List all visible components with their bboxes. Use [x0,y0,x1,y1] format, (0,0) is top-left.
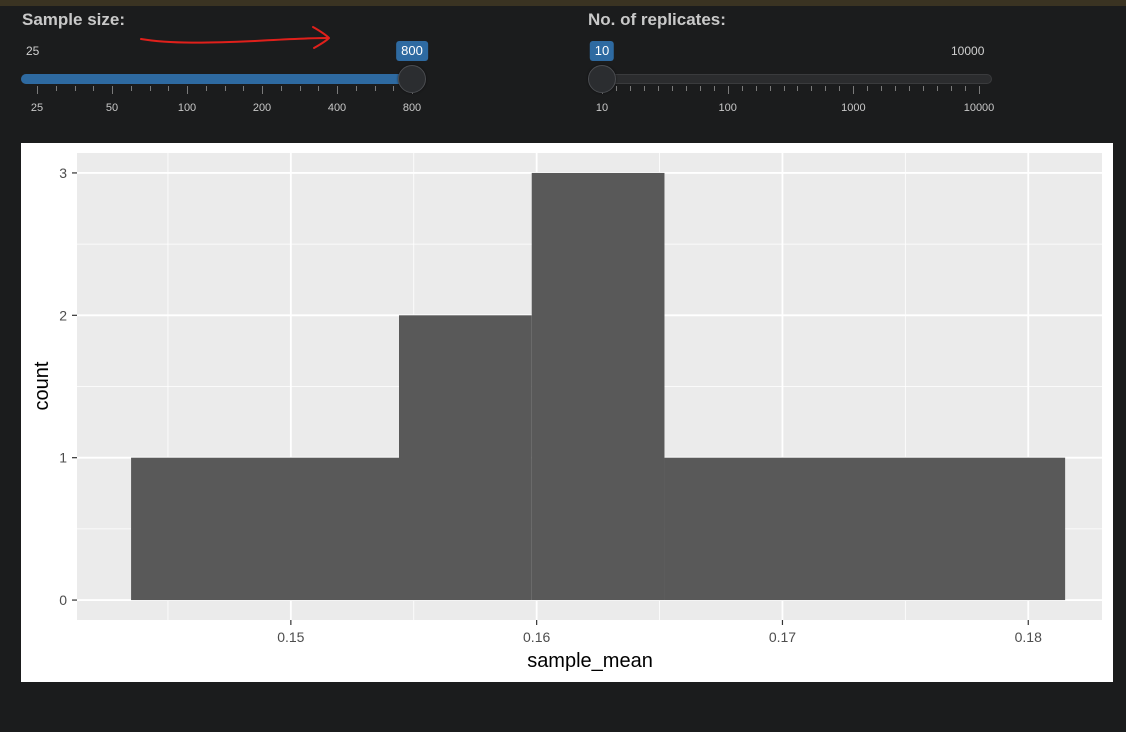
rp-minor-tick [699,86,701,91]
histogram-bar [531,172,665,601]
rp-tick-label: 100 [718,102,737,114]
rp-minor-tick [867,86,869,91]
ss-tick-label: 50 [105,102,119,114]
rp-minor-tick [741,86,743,91]
ss-minor-tick [355,86,357,91]
ss-major-tick [112,86,113,94]
ss-tick-label: 200 [252,102,272,114]
rp-minor-tick [671,86,673,91]
ss-minor-tick [55,86,57,91]
ss-minor-tick [299,86,301,91]
rp-minor-tick [657,86,659,91]
ss-minor-tick [93,86,95,91]
rp-minor-tick [783,86,785,91]
ss-minor-tick [149,86,151,91]
rp-minor-tick [965,86,967,91]
x-tick-label: 0.17 [769,629,796,645]
histogram-bars [131,172,1066,601]
replicates-slider-track[interactable] [588,74,992,84]
ss-minor-tick [130,86,132,91]
sample-size-min-label: 25 [26,44,40,58]
red-arrow-annotation [140,26,330,49]
sample-size-slider-fill [21,74,414,84]
rp-minor-tick [895,86,897,91]
ss-minor-tick [74,86,76,91]
ss-minor-tick [243,86,245,91]
arrow-head [312,26,330,49]
histogram-plot: 0.15 0.16 0.17 0.18 0 1 2 3 sample_mean count [21,143,1113,682]
ss-tick-label: 400 [327,102,347,114]
rp-minor-tick [797,86,799,91]
top-strip [0,0,1126,6]
histogram-bar [399,315,532,601]
ss-tick-label: 100 [177,102,197,114]
ss-minor-tick [374,86,376,91]
ss-minor-tick [318,86,320,91]
replicates-max-label: 10000 [951,44,985,58]
rp-tick-label: 10000 [963,102,995,114]
ss-tick-label: 800 [402,102,422,114]
histogram-svg: 0.15 0.16 0.17 0.18 0 1 2 3 sample_mean count [31,153,1102,672]
rp-minor-tick [755,86,757,91]
replicates-label: No. of replicates: [588,10,726,29]
histogram-bar [131,457,400,601]
sample-size-value-badge: 800 [396,41,428,61]
rp-minor-tick [713,86,715,91]
replicates-value-badge: 10 [589,41,615,61]
rp-minor-tick [951,86,953,91]
x-axis-title: sample_mean [527,650,653,672]
rp-minor-tick [629,86,631,91]
ss-major-tick [337,86,338,94]
rp-major-tick [979,86,980,94]
ss-tick-label: 25 [30,102,44,114]
ss-minor-tick [393,86,395,91]
rp-minor-tick [685,86,687,91]
rp-minor-tick [937,86,939,91]
ss-major-tick [262,86,263,94]
y-tick-label: 1 [59,450,67,466]
ss-major-tick [37,86,38,94]
arrow-shaft [140,37,329,44]
rp-minor-tick [825,86,827,91]
ss-minor-tick [168,86,170,91]
ss-major-tick [187,86,188,94]
y-tick-label: 3 [59,165,67,181]
x-tick-label: 0.15 [277,629,304,645]
ss-minor-tick [280,86,282,91]
rp-tick-label: 10 [595,102,609,114]
rp-minor-tick [615,86,617,91]
rp-minor-tick [839,86,841,91]
y-tick-label: 0 [59,592,67,608]
rp-minor-tick [923,86,925,91]
sample-size-slider-handle[interactable] [398,65,426,93]
sample-size-label: Sample size: [22,10,125,29]
rp-minor-tick [909,86,911,91]
x-tick-label: 0.16 [523,629,550,645]
y-axis-title: count [31,361,53,410]
rp-major-tick [727,86,729,94]
rp-minor-tick [881,86,883,91]
histogram-bar [664,457,1066,601]
replicates-slider-handle[interactable] [588,65,616,93]
rp-major-tick [853,86,855,94]
y-axis: 0 1 2 3 [59,165,77,608]
x-axis: 0.15 0.16 0.17 0.18 [277,620,1042,645]
ss-minor-tick [205,86,207,91]
y-tick-label: 2 [59,307,67,323]
rp-tick-label: 1000 [841,102,866,114]
rp-minor-tick [643,86,645,91]
x-tick-label: 0.18 [1015,629,1042,645]
ss-minor-tick [224,86,226,91]
rp-minor-tick [811,86,813,91]
rp-minor-tick [769,86,771,91]
